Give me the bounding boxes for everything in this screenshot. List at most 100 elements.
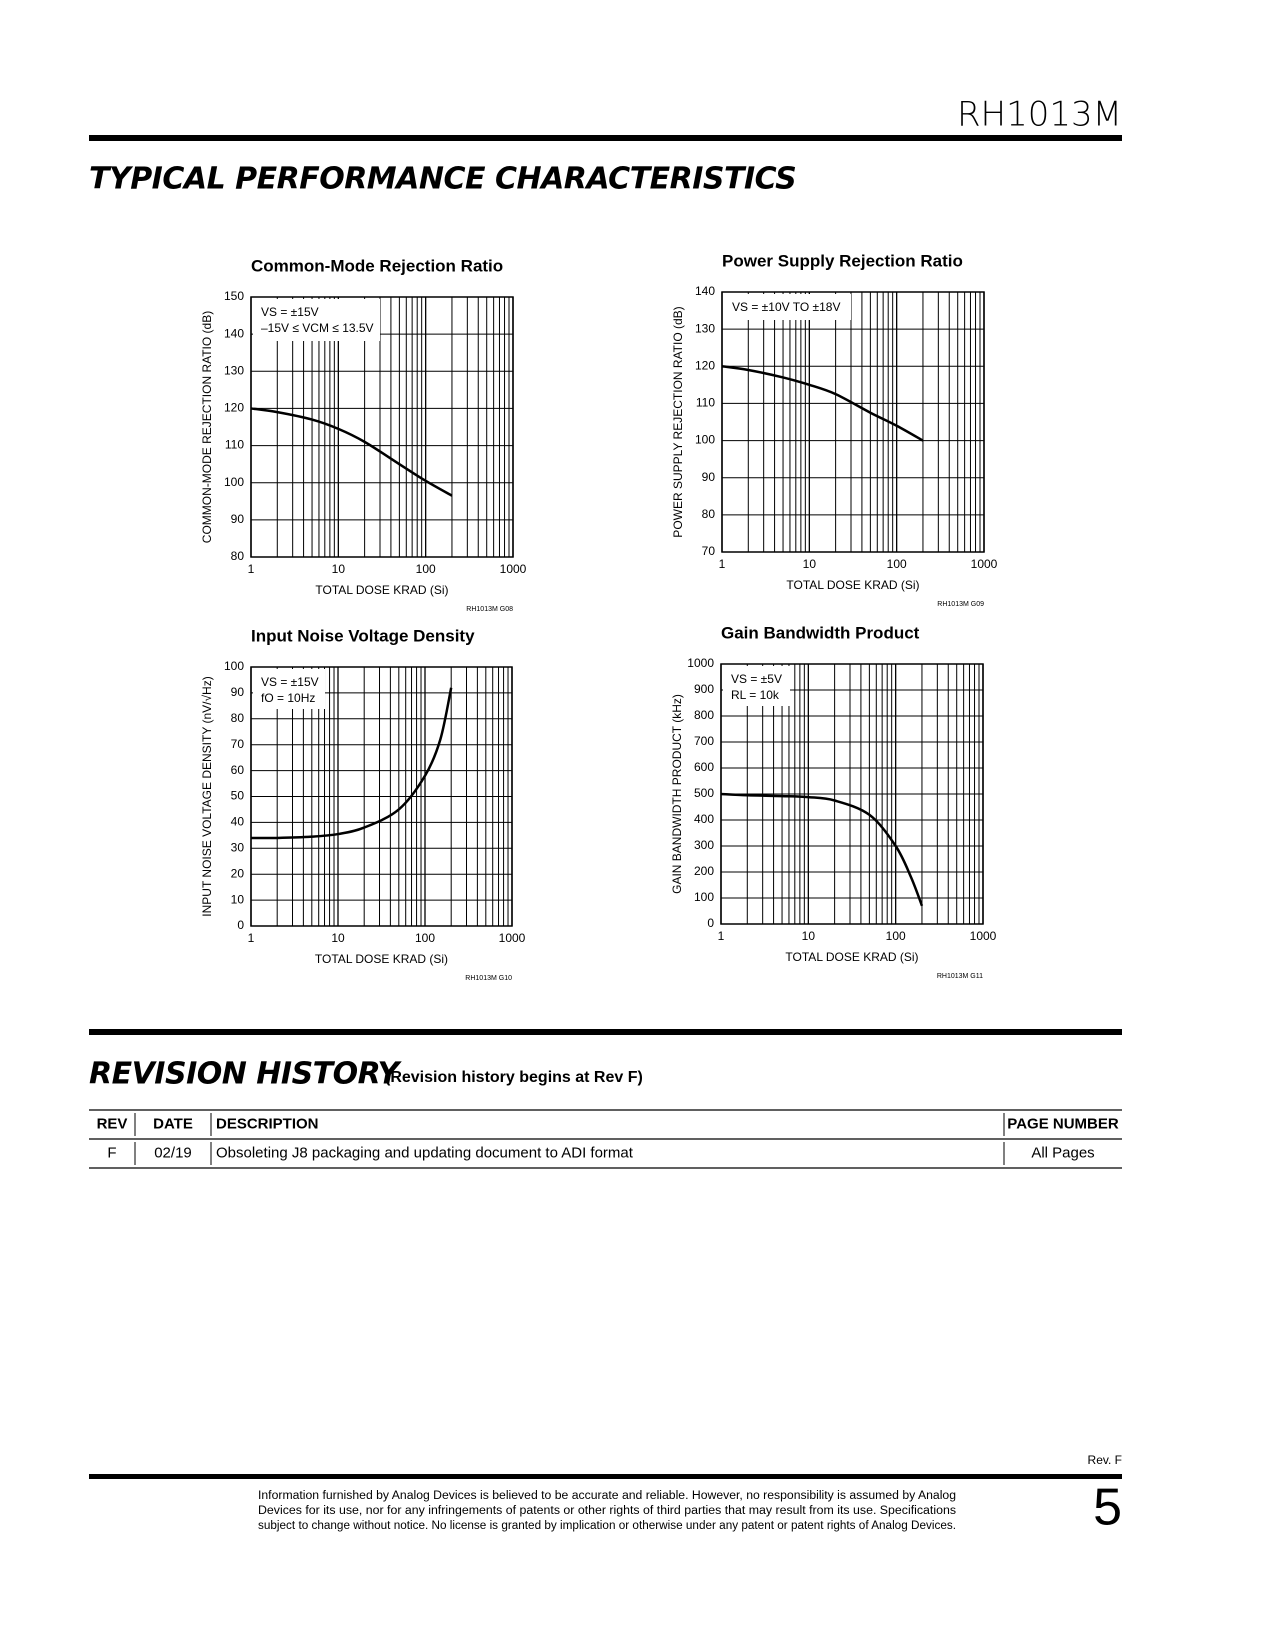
y-tick-label: 70 [702, 544, 716, 558]
x-tick-label: 1000 [971, 557, 998, 571]
disclaimer: Devices for its use, nor for any infring… [258, 1505, 956, 1517]
section-note: (Revision history begins at Rev F) [385, 1069, 643, 1086]
y-tick-label: 40 [231, 815, 245, 829]
x-tick-label: 10 [332, 562, 346, 576]
y-tick-label: 130 [224, 363, 244, 377]
x-tick-label: 1000 [500, 562, 527, 576]
y-tick-label: 600 [694, 760, 714, 774]
x-tick-label: 100 [415, 931, 435, 945]
curve [721, 365, 924, 442]
x-tick-label: 10 [331, 931, 345, 945]
y-axis-label: POWER SUPPLY REJECTION RATIO (dB) [671, 306, 685, 537]
curve [250, 687, 453, 840]
x-axis-label: TOTAL DOSE KRAD (Si) [315, 583, 448, 597]
y-tick-label: 10 [231, 892, 245, 906]
y-tick-label: 140 [224, 326, 244, 340]
annotation: VS = ±5V [731, 672, 782, 686]
y-tick-label: 200 [694, 864, 714, 878]
y-tick-label: 30 [231, 840, 245, 854]
x-tick-label: 1 [719, 557, 726, 571]
table-header: DESCRIPTION [216, 1115, 319, 1132]
chart-title: Input Noise Voltage Density [251, 626, 475, 645]
y-tick-label: 90 [231, 512, 245, 526]
page-number: 5 [1093, 1479, 1122, 1537]
plot-frame [250, 296, 514, 558]
figure-code: RH1013M G10 [465, 975, 512, 982]
x-tick-label: 1 [248, 562, 255, 576]
x-tick-label: 100 [416, 562, 436, 576]
y-tick-label: 70 [231, 737, 245, 751]
x-tick-label: 10 [802, 929, 816, 943]
x-tick-label: 100 [887, 557, 907, 571]
revision: Rev. F [1088, 1453, 1122, 1467]
section-title: TYPICAL PERFORMANCE CHARACTERISTICS [89, 162, 796, 197]
annotation: VS = ±15V [261, 675, 319, 689]
y-tick-label: 20 [231, 866, 245, 880]
y-axis-label: INPUT NOISE VOLTAGE DENSITY (nV/√Hz) [200, 676, 214, 916]
y-tick-label: 100 [694, 890, 714, 904]
y-tick-label: 80 [702, 507, 716, 521]
y-tick-label: 110 [696, 396, 715, 410]
y-tick-label: 120 [695, 358, 715, 372]
rule [89, 135, 1122, 141]
y-tick-label: 0 [707, 916, 714, 930]
y-tick-label: 100 [224, 475, 244, 489]
rule [89, 1474, 1122, 1479]
y-tick-label: 700 [694, 734, 714, 748]
y-tick-label: 900 [694, 682, 714, 696]
y-tick-label: 300 [694, 838, 714, 852]
figure-code: RH1013M G08 [466, 606, 513, 613]
section-title: REVISION HISTORY [89, 1057, 402, 1092]
table-header: REV [97, 1115, 128, 1132]
figure-code: RH1013M G11 [937, 973, 983, 980]
annotation-box [723, 666, 790, 706]
disclaimer: subject to change without notice. No lic… [258, 1520, 956, 1532]
table-cell: All Pages [1031, 1144, 1094, 1161]
plot-frame [250, 666, 513, 927]
y-tick-label: 90 [702, 470, 716, 484]
plot-frame [721, 291, 985, 553]
x-tick-label: 1000 [970, 929, 997, 943]
table-cell: Obsoleting J8 packaging and updating doc… [216, 1144, 634, 1161]
chart-title: Common-Mode Rejection Ratio [251, 256, 503, 275]
y-tick-label: 150 [224, 289, 244, 303]
y-tick-label: 100 [695, 433, 715, 447]
y-tick-label: 400 [694, 812, 714, 826]
y-tick-label: 110 [225, 438, 244, 452]
y-tick-label: 140 [695, 284, 715, 298]
y-tick-label: 1000 [687, 656, 714, 670]
x-tick-label: 1000 [499, 931, 526, 945]
y-tick-label: 130 [695, 321, 715, 335]
table-header: PAGE NUMBER [1007, 1115, 1119, 1132]
table-cell: F [107, 1144, 116, 1161]
curve [250, 407, 453, 497]
chart-title: Gain Bandwidth Product [721, 623, 920, 642]
y-tick-label: 80 [231, 549, 245, 563]
annotation-box [253, 669, 325, 709]
table-header: DATE [153, 1115, 193, 1132]
figure-code: RH1013M G09 [937, 601, 984, 608]
annotation: –15V ≤ VCM ≤ 13.5V [261, 321, 374, 335]
part-number: RH1013M [957, 95, 1122, 135]
annotation-box [724, 294, 851, 320]
x-tick-label: 100 [886, 929, 906, 943]
annotation: VS = ±15V [261, 305, 319, 319]
y-tick-label: 90 [231, 685, 245, 699]
x-axis-label: TOTAL DOSE KRAD (Si) [315, 952, 448, 966]
table-cell: 02/19 [154, 1144, 192, 1161]
x-tick-label: 1 [248, 931, 255, 945]
y-axis-label: COMMON-MODE REJECTION RATIO (dB) [200, 311, 214, 543]
annotation: VS = ±10V TO ±18V [732, 300, 840, 314]
y-axis-label: GAIN BANDWIDTH PRODUCT (kHz) [670, 694, 684, 894]
annotation: RL = 10k [731, 688, 780, 702]
x-axis-label: TOTAL DOSE KRAD (Si) [785, 950, 918, 964]
rule [89, 1029, 1122, 1035]
annotation-box [253, 299, 380, 341]
y-tick-label: 100 [224, 659, 244, 673]
x-axis-label: TOTAL DOSE KRAD (Si) [786, 578, 919, 592]
y-tick-label: 80 [231, 711, 245, 725]
y-tick-label: 60 [231, 763, 245, 777]
curve [720, 792, 924, 907]
x-tick-label: 10 [803, 557, 817, 571]
